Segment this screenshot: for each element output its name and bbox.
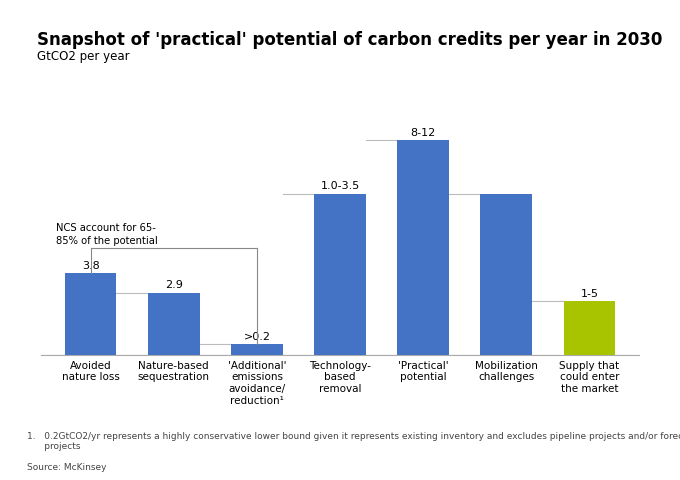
Text: 2.9: 2.9	[165, 280, 183, 290]
Text: Source: McKinsey: Source: McKinsey	[27, 463, 107, 472]
Bar	[564, 301, 615, 355]
Text: Snapshot of 'practical' potential of carbon credits per year in 2030: Snapshot of 'practical' potential of car…	[37, 31, 663, 49]
Bar	[314, 194, 366, 355]
Text: 3.8: 3.8	[82, 261, 99, 271]
Text: 1-5: 1-5	[580, 289, 598, 299]
Text: 1.   0.2GtCO2/yr represents a highly conservative lower bound given it represent: 1. 0.2GtCO2/yr represents a highly conse…	[27, 432, 680, 451]
Text: >0.2: >0.2	[243, 332, 271, 342]
Text: 8-12: 8-12	[411, 128, 436, 138]
Bar	[481, 194, 532, 355]
Text: 1.0-3.5: 1.0-3.5	[320, 181, 360, 192]
Bar	[397, 140, 449, 355]
Bar	[148, 293, 199, 355]
Bar	[65, 274, 116, 355]
Bar	[231, 345, 283, 355]
Text: GtCO2 per year: GtCO2 per year	[37, 50, 130, 63]
Text: NCS account for 65-
85% of the potential: NCS account for 65- 85% of the potential	[56, 223, 158, 246]
